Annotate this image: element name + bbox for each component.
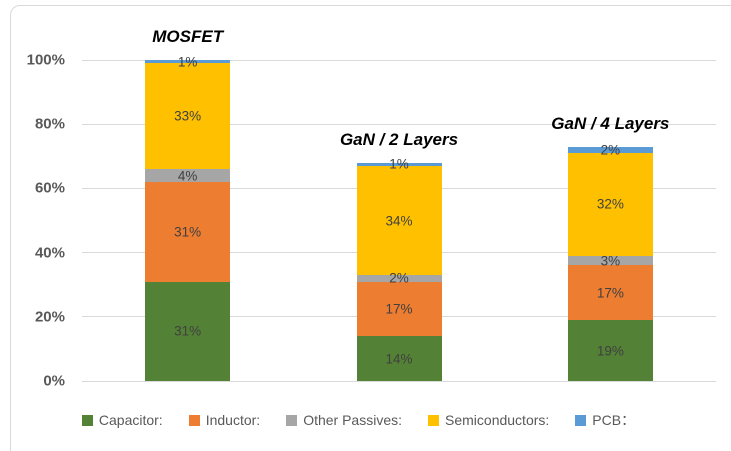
data-label-inductor: 17% [385,301,413,317]
data-label-other-passives: 4% [177,168,198,184]
data-label-inductor: 17% [596,285,624,301]
data-label-semiconductors: 32% [596,196,624,212]
legend-item-semiconductors: Semiconductors: [428,412,549,428]
bar-segment-capacitor [567,320,653,381]
gridline-80 [82,123,716,125]
bar-segment-capacitor [145,281,231,381]
legend-label-pcb: PCB： [592,412,636,428]
bar-segment-inductor [356,281,442,337]
bar-segment-pcb [145,60,231,64]
stacked-bar-mosfet: 31% 31% 4% 33% 1% [145,54,231,381]
y-axis-tick-label: 100% [26,51,65,69]
data-label-pcb: 2% [600,142,621,158]
y-axis-tick-label: 0% [43,372,65,390]
legend-swatch-capacitor [81,414,93,426]
legend-item-other-passives: Other Passives: [286,412,402,428]
stacked-bar-gan-2-layers: 14% 17% 2% 34% 1% [356,60,442,381]
y-axis-tick-label: 20% [34,308,65,326]
data-label-inductor: 31% [174,224,202,240]
legend-label-semiconductors: Semiconductors: [445,412,550,428]
legend-label-capacitor: Capacitor: [98,412,163,428]
data-label-pcb: 1% [389,156,409,172]
y-axis-tick-label: 80% [34,115,65,133]
gridline-100 [82,59,716,61]
legend-label-inductor: Inductor: [205,412,261,428]
category-title-mosfet: MOSFET [152,27,224,46]
bar-segment-other-passives [567,255,653,266]
bar-segment-semiconductors [356,165,442,276]
bar-segment-pcb [567,146,653,154]
legend: Capacitor: Inductor: Other Passives: Semico… [0,406,717,434]
data-label-other-passives: 2% [389,270,409,286]
data-label-semiconductors: 34% [385,213,413,228]
legend-label-other-passives: Other Passives: [303,412,403,428]
data-label-other-passives: 3% [600,253,621,269]
category-title-gan-2-layers: GaN / 2 Layers [339,129,459,149]
bar-segment-inductor [567,265,653,321]
category-title-gan-4-layers: GaN / 4 Layers [551,113,670,133]
bar-segment-inductor [145,182,231,282]
stacked-bar-gan-4-layers: 19% 17% 3% 32% 2% [567,60,653,381]
legend-swatch-pcb [575,414,587,426]
bar-segment-semiconductors [567,153,653,256]
bar-segment-capacitor [356,336,442,381]
data-label-semiconductors: 33% [174,108,202,124]
legend-item-capacitor: Capacitor: [81,412,163,428]
y-axis: 0% 20% 40% 60% 80% 100% [0,53,65,389]
data-label-pcb: 1% [177,54,198,70]
y-axis-tick-label: 40% [34,244,65,262]
bar-segment-other-passives [356,275,442,282]
legend-swatch-other-passives [286,414,298,426]
legend-swatch-inductor [188,414,200,426]
plot-area: 31% 31% 4% 33% 1% MOSFET 14% 17% 2% 34% 1% GaN / 2 … [82,27,716,382]
gridline-0 [82,380,716,382]
legend-swatch-semiconductors [428,414,440,426]
bar-segment-other-passives [145,169,231,182]
bar-segment-pcb [356,162,442,166]
data-label-capacitor: 14% [385,351,413,367]
legend-item-inductor: Inductor: [188,412,261,428]
y-axis-tick-label: 60% [34,179,65,197]
data-label-capacitor: 31% [174,323,202,339]
data-label-capacitor: 19% [596,343,624,359]
bar-segment-semiconductors [145,63,231,170]
legend-item-pcb: PCB： [575,410,635,430]
